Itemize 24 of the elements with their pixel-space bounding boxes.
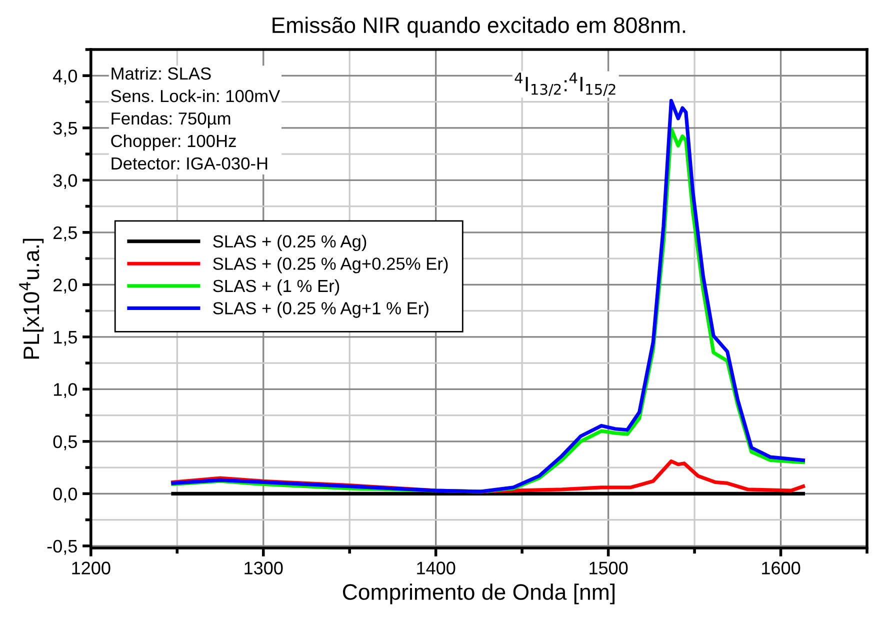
y-tick-label: 0,5: [53, 435, 77, 450]
x-tick-label: 1200: [72, 562, 110, 574]
x-tick-label: 1600: [762, 562, 800, 574]
x-tick-label: 1500: [590, 562, 628, 574]
legend-label: SLAS + (0.25 % Ag): [213, 234, 366, 252]
annotation: Matriz: SLAS Sens. Lock-in: 100mV Fendas: 750µm Chopper: 100Hz Detector: IGA-030-H: [111, 66, 280, 170]
x-tick-label: 1400: [417, 562, 456, 574]
legend-label: SLAS + (0.25 % Ag+0.25% Er): [213, 257, 448, 274]
y-tick-label: 1,5: [54, 331, 77, 346]
y-tick-label: 3,0: [53, 174, 77, 190]
y-tick-label: 0,0: [53, 488, 77, 503]
y-tick-label: 4,0: [53, 70, 77, 85]
y-tick-label: 2,5: [54, 226, 77, 242]
annotation: $^{4}$I$_{13/2}$:$^{4}$I$_{15/2}$: [514, 72, 616, 96]
y-tick-label: 3,5: [53, 122, 77, 137]
y-tick-label: 2,0: [54, 278, 77, 294]
chart-title: Emissão NIR quando excitado em 808nm.: [272, 16, 686, 38]
legend-label: SLAS + (1 % Er): [213, 279, 340, 296]
x-tick-label: 1300: [244, 562, 283, 574]
legend-label: SLAS + (0.25 % Ag+1 % Er): [213, 302, 428, 318]
y-tick-label: 1,0: [54, 383, 77, 398]
x-axis-title: Comprimento de Onda [nm]: [342, 584, 614, 604]
y-axis-title: PL[x10$^{4}$u.a.]: [19, 238, 44, 359]
y-tick-label: -0,5: [47, 540, 77, 555]
